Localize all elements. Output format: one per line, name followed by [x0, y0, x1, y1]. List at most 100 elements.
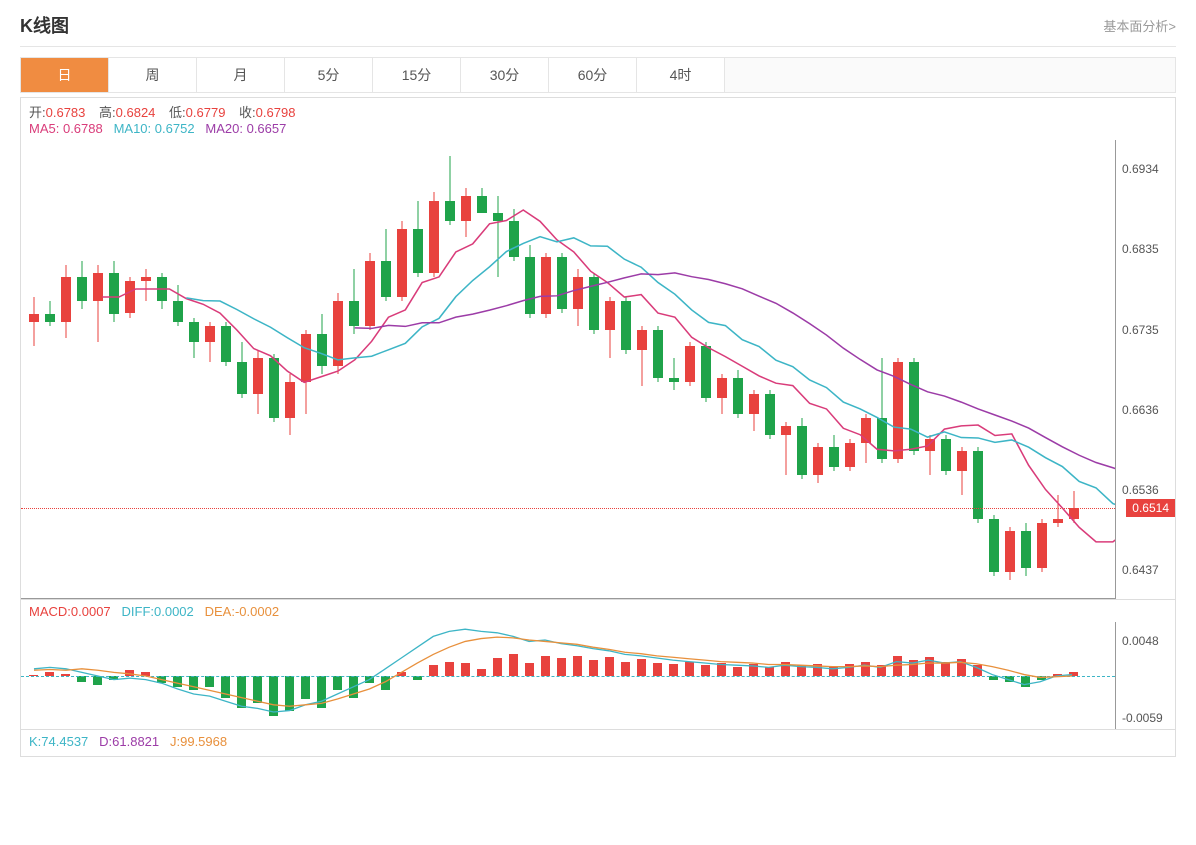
- macd-bar: [173, 676, 182, 687]
- page-title: K线图: [20, 12, 69, 38]
- ma10-label: MA10: 0.6752: [114, 121, 195, 136]
- macd-bar: [477, 669, 486, 676]
- macd-bar: [541, 656, 550, 676]
- macd-y-tick: 0.0048: [1122, 634, 1159, 648]
- y-tick: 0.6536: [1122, 483, 1159, 497]
- macd-bar: [749, 664, 758, 676]
- macd-bar: [317, 676, 326, 708]
- macd-bar: [1021, 676, 1030, 687]
- low-label: 低:: [169, 105, 186, 120]
- macd-label: MACD:0.0007: [29, 604, 111, 619]
- header: K线图 基本面分析>: [20, 12, 1176, 47]
- macd-bar: [925, 657, 934, 676]
- diff-label: DIFF:0.0002: [122, 604, 194, 619]
- macd-bar: [349, 676, 358, 698]
- macd-bar: [685, 662, 694, 676]
- dea-label: DEA:-0.0002: [205, 604, 279, 619]
- y-tick: 0.6437: [1122, 563, 1159, 577]
- macd-bar: [189, 676, 198, 690]
- y-tick: 0.6835: [1122, 242, 1159, 256]
- chart-wrapper: 开:0.6783 高:0.6824 低:0.6779 收:0.6798 MA5:…: [20, 97, 1176, 757]
- tab-周[interactable]: 周: [109, 58, 197, 92]
- macd-bar: [445, 662, 454, 676]
- analysis-link[interactable]: 基本面分析>: [1103, 16, 1176, 35]
- macd-y-tick: -0.0059: [1122, 711, 1163, 725]
- macd-bar: [973, 665, 982, 676]
- ma-row: MA5: 0.6788 MA10: 0.6752 MA20: 0.6657: [21, 121, 1175, 140]
- macd-panel[interactable]: MACD:0.0007 DIFF:0.0002 DEA:-0.0002 0.00…: [21, 600, 1175, 730]
- macd-bar: [493, 658, 502, 676]
- price-y-axis: 0.6934 0.6835 0.6735 0.6636 0.6536 0.6437: [1115, 140, 1175, 599]
- macd-bar: [717, 663, 726, 676]
- macd-bar: [461, 663, 470, 676]
- macd-bar: [509, 654, 518, 676]
- ohlc-row: 开:0.6783 高:0.6824 低:0.6779 收:0.6798: [21, 98, 1175, 121]
- y-tick: 0.6636: [1122, 403, 1159, 417]
- macd-bar: [957, 659, 966, 676]
- candle-area: [21, 140, 1115, 599]
- macd-bar: [941, 662, 950, 676]
- tab-5分[interactable]: 5分: [285, 58, 373, 92]
- ma20-label: MA20: 0.6657: [205, 121, 286, 136]
- macd-bar: [701, 665, 710, 676]
- macd-bar: [333, 676, 342, 690]
- macd-bar: [525, 663, 534, 676]
- tab-4时[interactable]: 4时: [637, 58, 725, 92]
- macd-bar: [429, 665, 438, 676]
- tab-日[interactable]: 日: [21, 58, 109, 92]
- current-price-line: [21, 508, 1115, 509]
- tab-月[interactable]: 月: [197, 58, 285, 92]
- high-value: 0.6824: [116, 105, 156, 120]
- ma5-label: MA5: 0.6788: [29, 121, 103, 136]
- macd-bar: [237, 676, 246, 708]
- macd-bar: [205, 676, 214, 687]
- macd-bar: [845, 664, 854, 676]
- chart-container: K线图 基本面分析> 日周月5分15分30分60分4时 开:0.6783 高:0…: [0, 0, 1196, 769]
- macd-bar: [573, 656, 582, 676]
- macd-bar: [381, 676, 390, 690]
- j-label: J:99.5968: [170, 734, 227, 749]
- macd-bar: [157, 676, 166, 683]
- macd-bar: [365, 676, 374, 683]
- macd-bar: [221, 676, 230, 698]
- timeframe-tabs: 日周月5分15分30分60分4时: [20, 57, 1176, 93]
- macd-bar: [269, 676, 278, 716]
- macd-bar: [669, 664, 678, 676]
- macd-bar: [637, 659, 646, 676]
- macd-header: MACD:0.0007 DIFF:0.0002 DEA:-0.0002: [21, 600, 1175, 623]
- low-value: 0.6779: [186, 105, 226, 120]
- x-baseline: [21, 598, 1115, 599]
- macd-bar: [605, 657, 614, 676]
- tab-15分[interactable]: 15分: [373, 58, 461, 92]
- macd-bar: [733, 667, 742, 676]
- current-price-tag: 0.6514: [1126, 499, 1175, 517]
- macd-bar: [93, 676, 102, 685]
- macd-bar: [813, 664, 822, 676]
- macd-zero-line: [21, 676, 1115, 677]
- macd-bar: [557, 658, 566, 676]
- macd-bar: [797, 665, 806, 676]
- y-tick: 0.6934: [1122, 162, 1159, 176]
- open-value: 0.6783: [46, 105, 86, 120]
- macd-bar: [589, 660, 598, 676]
- high-label: 高:: [99, 105, 116, 120]
- macd-bar: [781, 662, 790, 676]
- close-label: 收:: [239, 105, 256, 120]
- price-chart[interactable]: 0.6934 0.6835 0.6735 0.6636 0.6536 0.6437 0.6…: [21, 140, 1175, 600]
- macd-bar: [893, 656, 902, 676]
- macd-bar: [285, 676, 294, 711]
- y-tick: 0.6735: [1122, 323, 1159, 337]
- macd-bar: [653, 663, 662, 676]
- tab-30分[interactable]: 30分: [461, 58, 549, 92]
- macd-bar: [301, 676, 310, 699]
- macd-bar: [909, 660, 918, 676]
- k-label: K:74.4537: [29, 734, 88, 749]
- macd-y-axis: 0.0048 -0.0059: [1115, 622, 1175, 729]
- macd-bar: [621, 662, 630, 676]
- macd-bar: [861, 662, 870, 676]
- tab-60分[interactable]: 60分: [549, 58, 637, 92]
- kdj-panel: K:74.4537 D:61.8821 J:99.5968: [21, 730, 1175, 756]
- close-value: 0.6798: [256, 105, 296, 120]
- macd-bar: [253, 676, 262, 703]
- macd-bar: [765, 667, 774, 676]
